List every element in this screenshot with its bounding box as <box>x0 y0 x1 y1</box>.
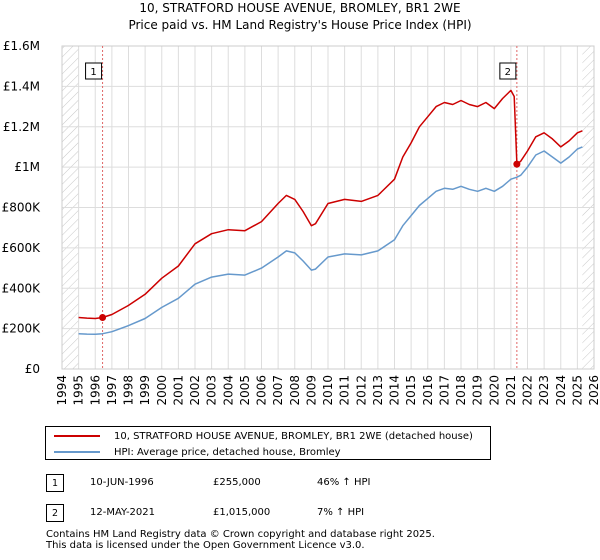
y-tick-label: £200K <box>2 322 42 336</box>
x-tick-label: 2014 <box>388 375 402 406</box>
sale-badge: 2 <box>46 504 64 522</box>
x-tick-label: 2020 <box>487 375 501 406</box>
x-tick-label: 2019 <box>471 375 485 406</box>
sale-row: 1 10-JUN-1996 £255,000 46% ↑ HPI <box>46 474 406 494</box>
sale-badge: 1 <box>46 474 64 492</box>
chart-title: 10, STRATFORD HOUSE AVENUE, BROMLEY, BR1… <box>139 1 460 15</box>
x-tick-label: 2022 <box>521 375 535 406</box>
y-tick-label: £400K <box>2 281 42 295</box>
footer-line-1: Contains HM Land Registry data © Crown c… <box>46 529 435 540</box>
x-tick-label: 2017 <box>437 375 451 406</box>
y-tick-label: £1.6M <box>3 39 40 53</box>
x-tick-label: 2000 <box>155 375 169 406</box>
sale-point <box>513 160 521 168</box>
sale-label-box <box>85 62 103 80</box>
x-tick-label: 2013 <box>371 375 385 406</box>
x-tick-label: 2010 <box>321 375 335 406</box>
x-tick-label: 2005 <box>238 375 252 406</box>
x-tick-label: 2007 <box>271 375 285 406</box>
x-tick-label: 1995 <box>72 375 86 406</box>
x-tick-label: 2026 <box>587 375 600 406</box>
footer-line-2: This data is licensed under the Open Gov… <box>46 540 365 551</box>
series-line-hpi <box>78 146 583 336</box>
sale-row: 2 12-MAY-2021 £1,015,000 7% ↑ HPI <box>46 504 406 524</box>
sale-point <box>99 314 107 322</box>
y-tick-label: £1M <box>14 160 40 174</box>
sale-label: 1 <box>90 67 96 78</box>
x-tick-label: 2006 <box>255 375 269 406</box>
x-tick-label: 2015 <box>404 375 418 406</box>
y-tick-label: £800K <box>2 201 42 215</box>
plot-frame <box>61 45 595 370</box>
legend: 10, STRATFORD HOUSE AVENUE, BROMLEY, BR1… <box>45 426 491 460</box>
legend-swatch-red <box>54 435 100 437</box>
y-tick-label: £1.2M <box>3 120 40 134</box>
footer: Contains HM Land Registry data © Crown c… <box>46 529 435 551</box>
y-tick-label: £1.4M <box>3 79 40 93</box>
legend-swatch-blue <box>54 451 100 453</box>
x-tick-label: 1999 <box>138 375 152 406</box>
sale-hpi-change: 46% ↑ HPI <box>317 477 371 488</box>
y-tick-label: £600K <box>2 241 42 255</box>
price-chart: 10, STRATFORD HOUSE AVENUE, BROMLEY, BR1… <box>2 1 600 406</box>
chart-subtitle: Price paid vs. HM Land Registry's House … <box>128 18 471 32</box>
x-tick-label: 2018 <box>454 375 468 406</box>
sale-date: 10-JUN-1996 <box>90 477 154 488</box>
y-tick-label: £0 <box>25 362 40 376</box>
x-tick-label: 2016 <box>421 375 435 406</box>
sale-label-box <box>499 62 517 80</box>
x-tick-label: 2004 <box>221 375 235 406</box>
x-tick-label: 2009 <box>304 375 318 406</box>
x-tick-label: 2003 <box>205 375 219 406</box>
x-tick-label: 2024 <box>554 375 568 406</box>
x-tick-label: 2012 <box>354 375 368 406</box>
sale-price: £255,000 <box>213 477 261 488</box>
legend-entry-property: 10, STRATFORD HOUSE AVENUE, BROMLEY, BR1… <box>54 429 473 443</box>
legend-label-property: 10, STRATFORD HOUSE AVENUE, BROMLEY, BR1… <box>114 430 473 442</box>
x-tick-label: 2002 <box>188 375 202 406</box>
x-tick-label: 2021 <box>504 375 518 406</box>
x-tick-label: 1994 <box>55 375 69 406</box>
x-tick-label: 2001 <box>171 375 185 406</box>
x-tick-label: 2025 <box>570 375 584 406</box>
x-tick-label: 2008 <box>288 375 302 406</box>
sale-date: 12-MAY-2021 <box>90 507 156 518</box>
sale-hpi-change: 7% ↑ HPI <box>317 507 365 518</box>
x-tick-label: 2011 <box>338 375 352 406</box>
legend-label-hpi: HPI: Average price, detached house, Brom… <box>114 446 341 458</box>
series-line-property <box>78 89 583 320</box>
sale-price: £1,015,000 <box>213 507 271 518</box>
x-tick-label: 1997 <box>105 375 119 406</box>
x-tick-label: 2023 <box>537 375 551 406</box>
x-tick-label: 1996 <box>88 375 102 406</box>
x-tick-label: 1998 <box>122 375 136 406</box>
legend-entry-hpi: HPI: Average price, detached house, Brom… <box>54 445 341 459</box>
sale-label: 2 <box>505 67 511 78</box>
